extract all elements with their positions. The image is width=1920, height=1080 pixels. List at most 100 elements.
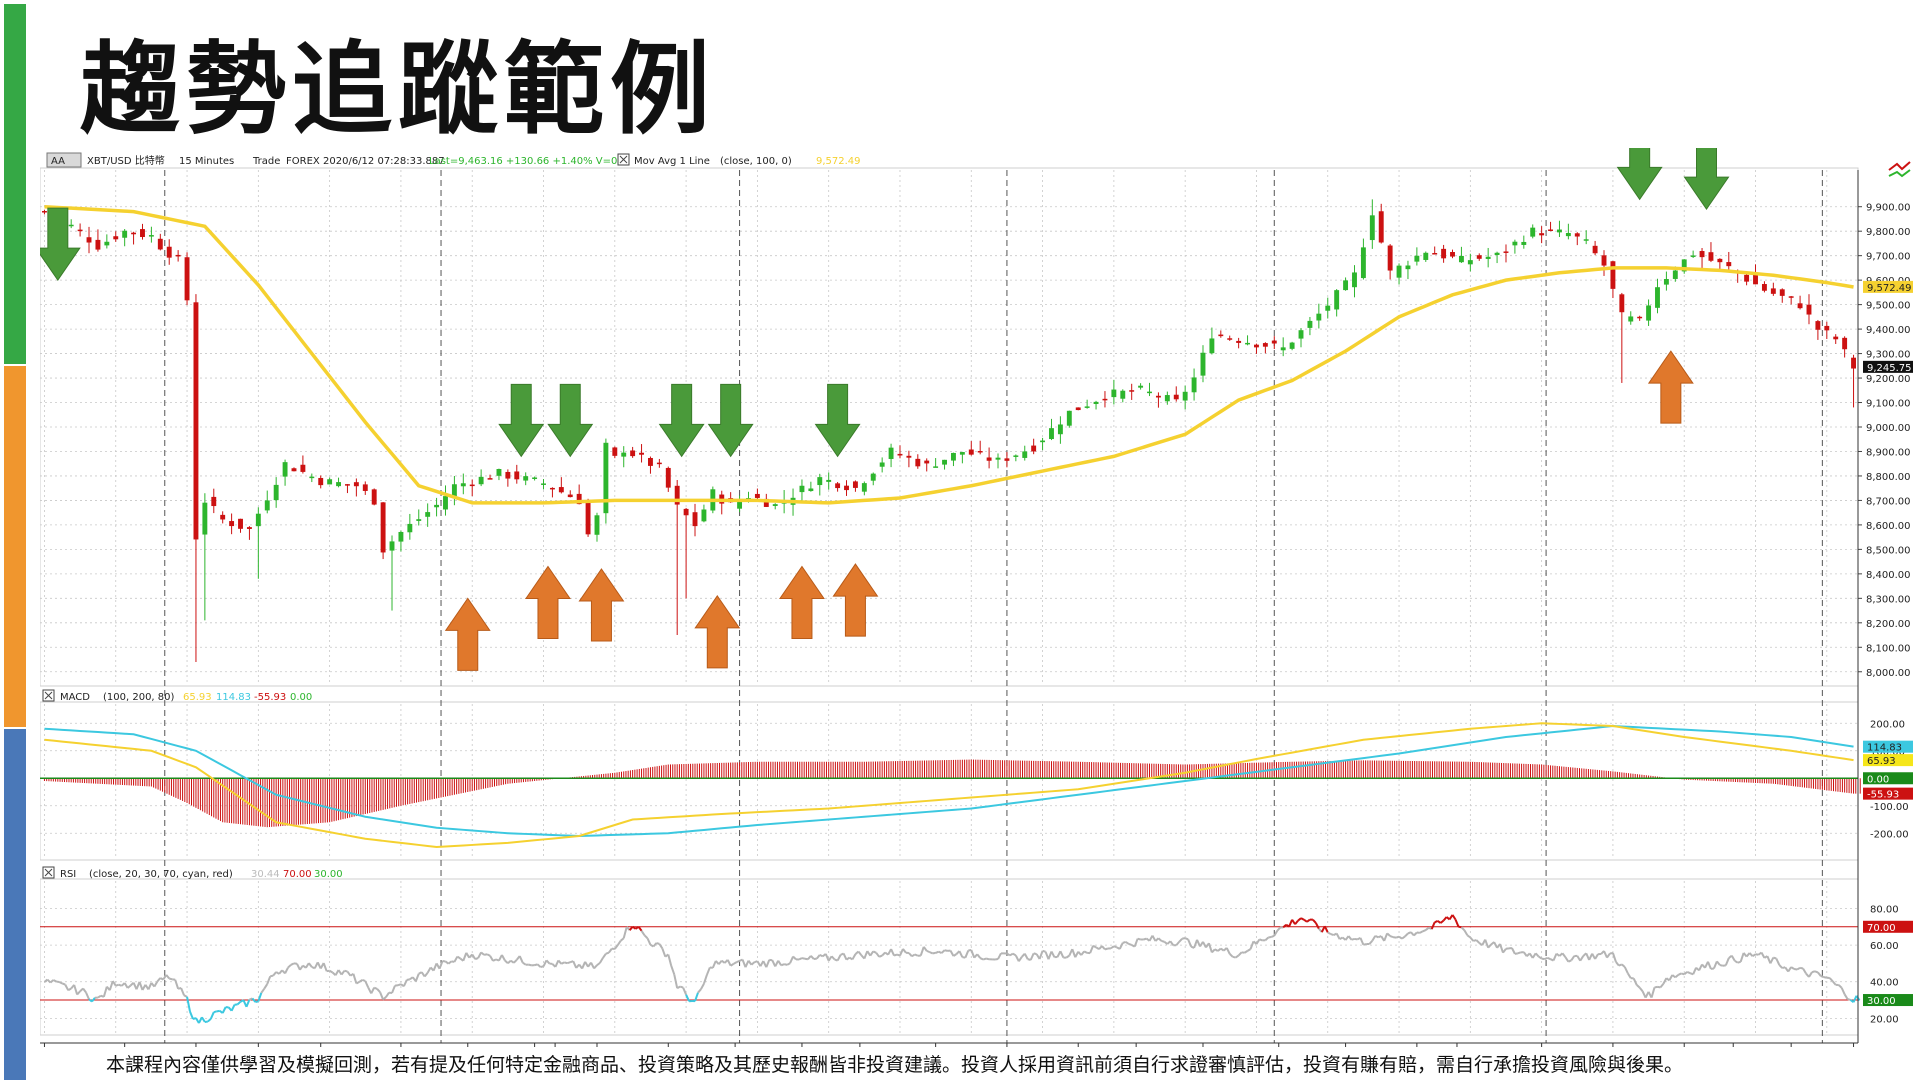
- candle-body: [1717, 258, 1723, 263]
- candle: [772, 503, 778, 510]
- rsi-line-segment: [1027, 958, 1031, 961]
- candle-body: [1699, 251, 1705, 258]
- rsi-line-segment: [447, 960, 453, 965]
- rsi-line-segment: [632, 925, 637, 930]
- rsi-line-segment: [976, 953, 981, 959]
- candle-body: [1414, 255, 1420, 262]
- candle-body: [532, 477, 538, 479]
- rsi-line-segment: [474, 957, 479, 961]
- rsi-line-segment: [1118, 942, 1124, 950]
- candle-body: [95, 239, 101, 250]
- candle: [1040, 437, 1046, 451]
- candle: [870, 472, 876, 486]
- rsi-line-segment: [414, 973, 420, 982]
- candle: [1405, 260, 1411, 280]
- candle-body: [1548, 229, 1553, 231]
- rsi-line-segment: [596, 962, 601, 967]
- candle: [844, 480, 849, 496]
- rsi-line-segment: [1178, 937, 1183, 943]
- price-tick-label: 8,100.00: [1866, 643, 1911, 654]
- rsi-line-segment: [599, 957, 604, 964]
- candle-body: [505, 471, 511, 479]
- rsi-line-segment: [1544, 956, 1548, 961]
- value-label-text: 114.83: [1867, 743, 1902, 754]
- chart-tools-icon[interactable]: [1888, 161, 1911, 178]
- disclaimer-text: 本課程內容僅供學習及模擬回測，若有提及任何特定金融商品、投資策略及其歷史報酬皆非…: [106, 1054, 1684, 1076]
- rsi-line-segment: [91, 997, 96, 1003]
- candle: [238, 518, 243, 533]
- rsi-line-segment: [1473, 939, 1477, 942]
- candle-body: [1432, 253, 1438, 255]
- rsi-line-segment: [783, 963, 788, 966]
- close-macd-icon[interactable]: [42, 689, 55, 702]
- candle: [1601, 250, 1607, 276]
- rsi-line-segment: [1739, 952, 1745, 963]
- candle-body: [1824, 325, 1830, 331]
- candle: [291, 467, 297, 472]
- rsi-line-segment: [1207, 942, 1213, 953]
- candle-body: [42, 211, 47, 213]
- rsi-line-segment: [1389, 935, 1394, 939]
- candle-body: [1779, 289, 1785, 296]
- sell-signal-arrow: [498, 383, 545, 458]
- candle: [1334, 289, 1340, 317]
- rsi-line-segment: [1552, 953, 1558, 961]
- candle-body: [772, 504, 778, 506]
- rsi-line-segment: [564, 961, 568, 965]
- candle: [897, 445, 903, 459]
- candle-body: [523, 476, 529, 481]
- rsi-line-segment: [1244, 950, 1249, 954]
- rsi-line-segment: [1793, 967, 1798, 971]
- candle: [799, 479, 805, 503]
- candle: [113, 231, 119, 242]
- rsi-line-segment: [344, 969, 348, 973]
- rsi-line-segment: [1083, 950, 1088, 954]
- candle: [942, 459, 947, 470]
- candle: [1779, 288, 1785, 303]
- rsi-line-segment: [661, 948, 667, 958]
- rsi-line-segment: [1232, 955, 1236, 959]
- candle-body: [585, 502, 591, 535]
- rsi-line-segment: [1104, 947, 1109, 951]
- rsi-line-segment: [518, 955, 524, 964]
- rsi-line-segment: [810, 955, 815, 960]
- study-params: (close, 100, 0): [720, 156, 792, 167]
- value-label-text: 9,245.75: [1867, 363, 1912, 374]
- rsi-line-segment: [685, 994, 690, 1002]
- rsi-line-segment: [111, 980, 117, 987]
- rsi-line-segment: [1229, 953, 1234, 958]
- rsi-line-segment: [58, 981, 63, 985]
- rsi-line-segment: [1775, 958, 1781, 966]
- rsi-line-segment: [1760, 952, 1766, 959]
- candle-body: [737, 500, 743, 509]
- rsi-line-segment: [507, 959, 512, 964]
- rsi-line-segment: [1023, 953, 1029, 960]
- close-rsi-icon[interactable]: [42, 866, 55, 879]
- symbol-badge[interactable]: [46, 152, 82, 168]
- candle: [1646, 299, 1652, 326]
- rsi-line-segment: [1330, 933, 1335, 937]
- candle-body: [986, 457, 992, 461]
- close-study-icon[interactable]: [617, 153, 630, 166]
- candle: [140, 223, 145, 240]
- rsi-line-segment: [52, 979, 57, 983]
- candle: [1057, 416, 1063, 444]
- rsi-line-segment: [1734, 959, 1739, 964]
- price-tick-label: 9,300.00: [1866, 350, 1911, 361]
- candle: [1280, 337, 1286, 357]
- candle-body: [1325, 305, 1331, 311]
- rsi-line-segment: [156, 977, 162, 983]
- price-tick-label: 8,700.00: [1866, 496, 1911, 507]
- rsi-line-segment: [483, 953, 488, 956]
- candle-body: [443, 496, 448, 510]
- candle-body: [1815, 321, 1821, 330]
- candle: [300, 455, 306, 474]
- candle-body: [674, 485, 680, 505]
- rsi-line-segment: [1430, 921, 1436, 930]
- rsi-line-segment: [1814, 970, 1819, 974]
- rsi-line-segment: [1270, 934, 1275, 938]
- candle-body: [1334, 290, 1340, 310]
- rsi-line-segment: [1439, 919, 1445, 924]
- rsi-line-segment: [1235, 954, 1240, 959]
- rsi-line-segment: [46, 978, 52, 984]
